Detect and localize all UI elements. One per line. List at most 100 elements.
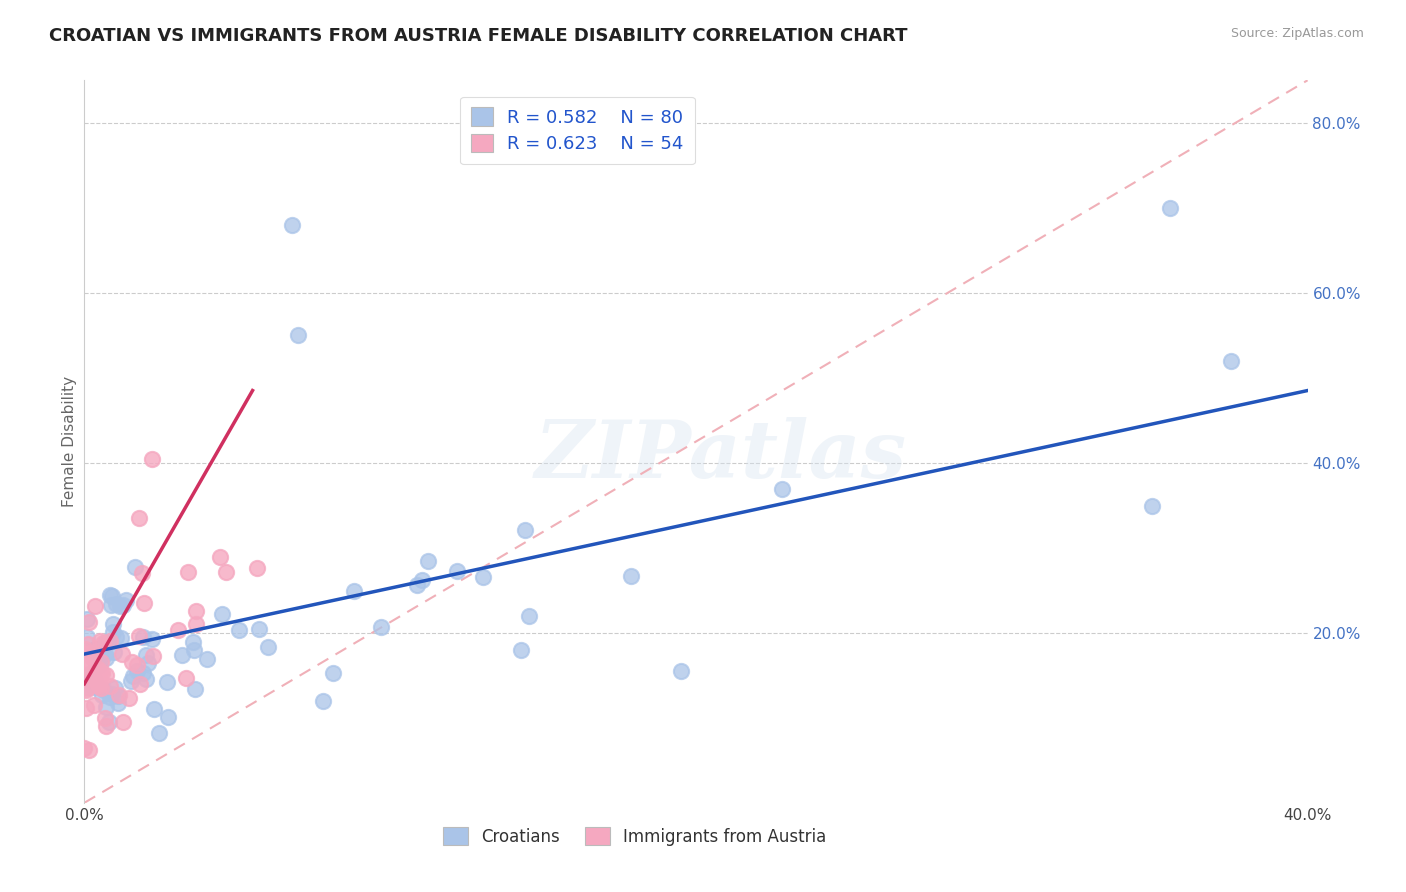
Point [184,617,207,632]
Point [98,588,121,602]
Point [100,679,122,693]
Point [101,687,124,701]
Point [141,451,163,466]
Point [97,714,120,729]
Point [87,662,110,676]
Point [510,643,533,657]
Point [110,631,132,645]
Point [73,740,96,755]
Point [183,681,205,696]
Point [281,218,304,232]
Point [87,674,110,689]
Point [73,660,96,674]
Point [172,648,194,663]
Text: ZIPatlas: ZIPatlas [534,417,907,495]
Point [128,677,150,691]
Point [94,650,117,665]
Point [416,554,439,568]
Point [108,599,131,613]
Point [83,698,105,712]
Point [183,643,205,657]
Point [77,680,100,694]
Point [76,612,98,626]
Point [148,726,170,740]
Point [120,673,142,688]
Point [76,681,98,695]
Point [75,683,97,698]
Point [112,714,135,729]
Point [208,549,231,564]
Point [79,666,101,681]
Point [75,641,97,656]
Point [287,328,309,343]
Point [257,640,280,655]
Point [118,691,141,706]
Point [406,577,429,591]
Point [76,655,98,669]
Point [87,679,110,693]
Point [136,656,159,670]
Point [246,561,269,575]
Point [90,689,112,703]
Point [83,681,105,695]
Point [82,648,104,662]
Point [89,633,111,648]
Point [184,604,207,618]
Point [411,573,433,587]
Point [77,637,100,651]
Point [181,635,204,649]
Point [228,623,250,637]
Point [93,683,115,698]
Point [101,589,124,603]
Point [620,569,643,583]
Point [87,677,110,691]
Point [131,566,153,581]
Point [1159,201,1181,215]
Point [124,560,146,574]
Point [101,616,124,631]
Point [89,665,111,679]
Point [112,599,135,613]
Point [515,523,537,537]
Point [312,694,335,708]
Point [98,634,121,648]
Point [76,630,98,644]
Point [517,609,540,624]
Point [100,599,122,613]
Point [103,645,125,659]
Point [446,564,468,578]
Point [156,710,179,724]
Point [76,676,98,690]
Point [125,658,148,673]
Point [135,648,157,662]
Point [90,655,112,669]
Point [111,648,134,662]
Point [132,597,155,611]
Point [142,702,165,716]
Point [77,615,100,629]
Point [322,666,344,681]
Point [94,647,117,661]
Point [87,650,110,665]
Point [89,658,111,673]
Point [128,629,150,643]
Point [174,671,197,685]
Point [94,711,117,725]
Point [128,511,150,525]
Point [107,696,129,710]
Point [122,669,145,683]
Point [770,483,793,497]
Text: CROATIAN VS IMMIGRANTS FROM AUSTRIA FEMALE DISABILITY CORRELATION CHART: CROATIAN VS IMMIGRANTS FROM AUSTRIA FEMA… [49,27,908,45]
Point [249,623,271,637]
Point [167,624,190,638]
Point [83,669,105,683]
Point [79,743,101,757]
Point [125,664,148,678]
Point [669,664,692,678]
Point [211,607,233,622]
Point [156,675,179,690]
Point [104,681,127,695]
Point [94,719,117,733]
Point [370,620,392,634]
Point [97,635,120,649]
